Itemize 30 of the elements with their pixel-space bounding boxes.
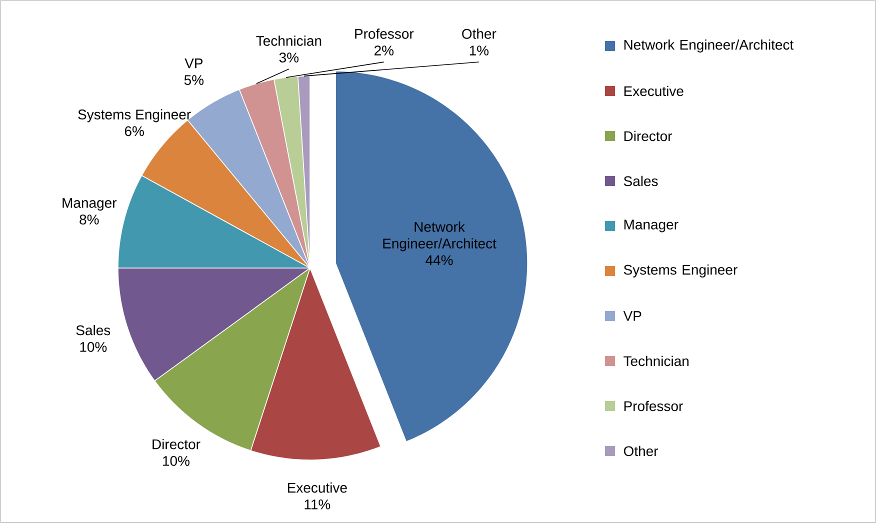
slice-label: Systems Engineer: [78, 109, 191, 122]
data-label: 3%: [279, 52, 299, 63]
legend-label: Technician: [624, 356, 689, 366]
slice-label: Manager: [62, 198, 117, 211]
legend-label: VP: [623, 311, 642, 321]
data-label: 44%: [426, 255, 453, 266]
slice-label: Sales: [76, 324, 110, 336]
data-label: 2%: [374, 46, 394, 56]
legend-label: Manager: [624, 220, 678, 232]
legend-label: Systems Engineer: [624, 264, 738, 278]
legend-label: Network Engineer/Architect: [624, 39, 794, 53]
slice-label: Professor: [355, 28, 414, 39]
slice-label: Network Engineer/Architect: [383, 222, 496, 252]
legend-label: Professor: [624, 400, 683, 412]
data-label: 8%: [80, 214, 99, 225]
slice-label: Executive: [288, 482, 347, 493]
data-label: 11%: [304, 500, 330, 510]
slice-label: VP: [184, 58, 203, 68]
data-label: 6%: [124, 126, 144, 136]
legend-label: Director: [624, 130, 672, 142]
slice-label: Other: [462, 28, 496, 39]
legend-label: Sales: [624, 176, 658, 186]
slice-label: Director: [152, 438, 200, 450]
legend-label: Executive: [624, 86, 684, 96]
data-label: 1%: [470, 46, 489, 56]
data-label: 10%: [80, 342, 107, 352]
slice-label: Technician: [256, 36, 322, 46]
data-label: 10%: [163, 456, 190, 466]
legend-label: Other: [624, 446, 658, 456]
data-label: 5%: [184, 75, 204, 85]
